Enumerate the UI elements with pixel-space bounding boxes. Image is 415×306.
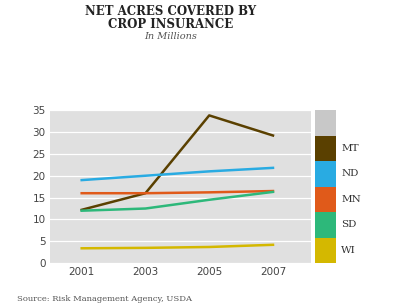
Text: In Millions: In Millions: [144, 32, 197, 41]
Text: MT: MT: [341, 144, 359, 153]
Text: Source: Risk Management Agency, USDA: Source: Risk Management Agency, USDA: [17, 295, 192, 303]
Text: NET ACRES COVERED BY: NET ACRES COVERED BY: [85, 5, 256, 17]
Text: ND: ND: [341, 170, 359, 178]
Text: WI: WI: [341, 246, 356, 255]
Text: CROP INSURANCE: CROP INSURANCE: [107, 18, 233, 31]
Text: SD: SD: [341, 220, 356, 230]
Text: MN: MN: [341, 195, 361, 204]
